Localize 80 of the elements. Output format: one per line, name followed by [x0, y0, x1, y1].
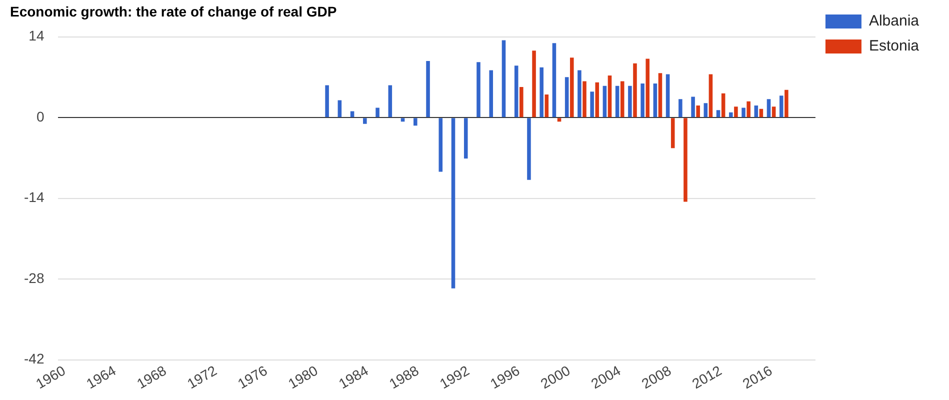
- x-tick-label: 1976: [234, 362, 270, 392]
- bar: [746, 101, 750, 118]
- bar: [582, 81, 586, 118]
- x-tick-label: 1980: [285, 362, 321, 392]
- bar: [633, 63, 637, 118]
- x-tick-label: 2012: [689, 362, 724, 392]
- bar: [608, 75, 612, 118]
- y-tick-label: 14: [28, 28, 44, 44]
- bar: [489, 70, 494, 118]
- bar: [514, 66, 518, 118]
- bar: [779, 96, 784, 118]
- bar: [388, 85, 392, 118]
- x-tick-label: 2008: [638, 362, 674, 392]
- x-tick-label: 1988: [386, 362, 422, 392]
- bar: [615, 86, 620, 118]
- bar: [640, 84, 644, 118]
- bar: [653, 84, 658, 118]
- bar: [772, 106, 776, 118]
- bar: [438, 118, 443, 172]
- bar: [527, 118, 531, 180]
- chart-title: Economic growth: the rate of change of real GDP: [10, 3, 337, 20]
- bar: [646, 58, 650, 118]
- bar: [729, 112, 733, 118]
- bar: [595, 82, 600, 118]
- bar: [734, 106, 738, 118]
- bar: [544, 94, 549, 118]
- bar: [691, 96, 695, 118]
- bar: [532, 50, 536, 118]
- bar: [602, 86, 607, 118]
- bar: [502, 40, 506, 118]
- bar: [540, 67, 544, 118]
- bar: [338, 100, 342, 118]
- bar: [557, 118, 562, 122]
- legend-label: Albania: [868, 12, 920, 30]
- bar: [696, 105, 700, 118]
- bar: [451, 118, 456, 288]
- bar: [578, 70, 582, 118]
- bar: [400, 118, 405, 122]
- bar: [666, 74, 670, 118]
- bar: [759, 108, 764, 118]
- bar: [670, 118, 675, 148]
- bar: [708, 74, 713, 118]
- x-tick-label: 1992: [436, 362, 472, 392]
- bar: [414, 118, 418, 126]
- y-tick-label: -14: [24, 189, 44, 206]
- x-tick-label: 1968: [134, 362, 170, 392]
- bar: [464, 118, 468, 159]
- bar: [350, 111, 354, 118]
- bar: [564, 77, 569, 118]
- bar: [628, 86, 632, 118]
- y-tick-label: 0: [36, 108, 44, 124]
- bar: [520, 86, 524, 118]
- bar: [721, 93, 726, 118]
- x-tick-label: 2000: [538, 362, 573, 392]
- bar: [678, 99, 682, 118]
- x-tick-label: 1996: [487, 362, 522, 392]
- bar: [704, 103, 708, 118]
- bar: [766, 99, 771, 118]
- x-tick-label: 1972: [184, 362, 220, 392]
- bar: [716, 110, 720, 118]
- bar: [376, 108, 380, 118]
- x-tick-label: 2016: [740, 362, 775, 392]
- bar: [784, 90, 788, 118]
- bar: [754, 105, 758, 118]
- legend-label: Estonia: [868, 38, 920, 55]
- y-tick-label: -28: [24, 270, 44, 286]
- x-tick-label: 1984: [336, 362, 372, 392]
- bar: [590, 92, 594, 118]
- x-tick-label: 2004: [588, 362, 624, 392]
- bar: [620, 81, 624, 118]
- x-tick-label: 1964: [83, 362, 119, 392]
- bar: [476, 62, 480, 118]
- bar: [570, 58, 574, 118]
- bar: [742, 108, 746, 118]
- bar: [658, 73, 662, 118]
- bar: [325, 85, 329, 118]
- bar: [426, 61, 430, 118]
- bar: [684, 118, 688, 202]
- bar: [363, 118, 367, 124]
- bar: [552, 43, 556, 118]
